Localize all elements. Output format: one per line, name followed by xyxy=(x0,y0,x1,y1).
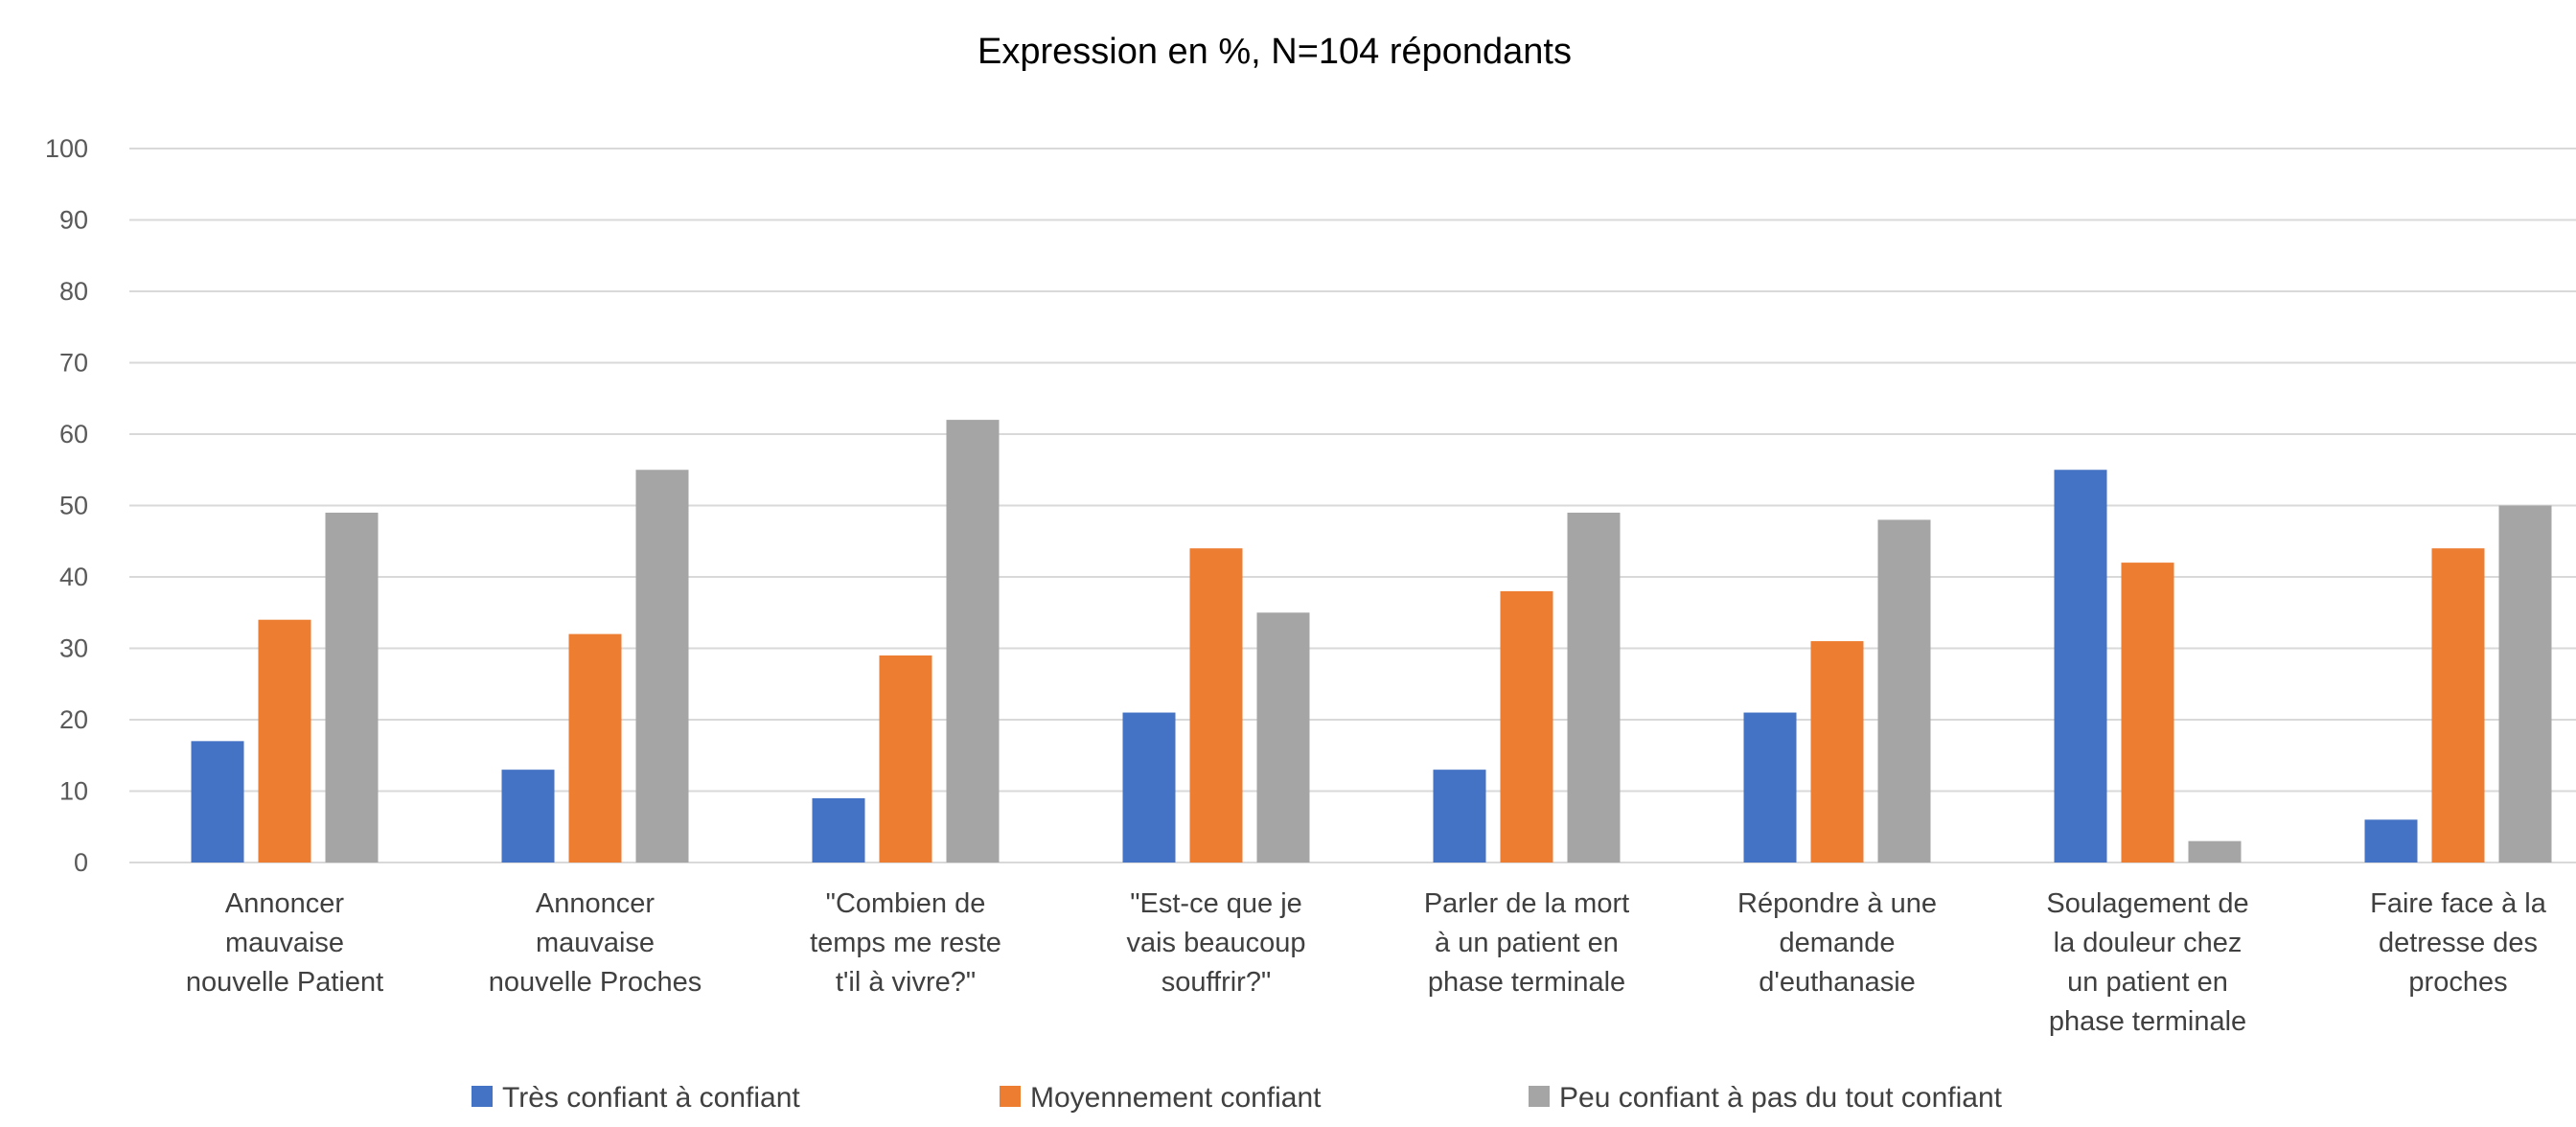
category-label: "Est-ce que je vais beaucoup souffrir?" xyxy=(1126,888,1305,998)
bar xyxy=(879,655,932,862)
category-label-line: demande xyxy=(1780,928,1896,958)
y-axis-ticks: 0 10 20 30 40 50 60 70 80 90 100 xyxy=(45,134,88,877)
bar xyxy=(1189,548,1243,862)
bar xyxy=(2431,548,2485,862)
category-label-line: proches xyxy=(2408,967,2507,998)
category-label-line: t'il à vivre?" xyxy=(836,967,976,998)
category-label: Annoncer mauvaise nouvelle Patient xyxy=(186,888,383,998)
category-label-line: Faire face à la xyxy=(2370,888,2547,919)
y-tick-label: 60 xyxy=(59,420,88,448)
bar xyxy=(1810,641,1864,862)
bar xyxy=(2498,505,2552,862)
legend-label: Moyennement confiant xyxy=(1030,1082,1322,1114)
category-label-line: nouvelle Proches xyxy=(489,967,702,998)
bar xyxy=(2364,819,2418,862)
category-label-line: phase terminale xyxy=(2049,1006,2246,1037)
bar xyxy=(1743,712,1797,862)
y-tick-label: 0 xyxy=(74,848,88,877)
category-labels: Annoncer mauvaise nouvelle PatientAnnoncer… xyxy=(186,888,2547,1037)
bar xyxy=(1122,712,1176,862)
legend: Très confiant à confiant Moyennement conf… xyxy=(472,1082,2003,1114)
category-label: Faire face à la detresse des proches xyxy=(2370,888,2547,998)
category-label-line: mauvaise xyxy=(536,928,655,958)
bar xyxy=(946,420,1000,862)
legend-label: Peu confiant à pas du tout confiant xyxy=(1559,1082,2003,1114)
bar xyxy=(1877,519,1931,862)
bar xyxy=(2121,563,2174,862)
category-label-line: vais beaucoup xyxy=(1126,928,1305,958)
y-tick-label: 10 xyxy=(59,777,88,806)
bar xyxy=(1567,512,1621,862)
bar xyxy=(1433,770,1486,862)
bar xyxy=(325,512,379,862)
category-label: Annoncer mauvaise nouvelle Proches xyxy=(489,888,702,998)
category-label-line: mauvaise xyxy=(225,928,344,958)
bar xyxy=(568,633,622,862)
y-tick-label: 90 xyxy=(59,206,88,235)
bar xyxy=(191,741,244,862)
bars xyxy=(191,420,2552,862)
category-label-line: "Combien de xyxy=(826,888,986,919)
bar xyxy=(2188,840,2242,862)
bar xyxy=(501,770,555,862)
bar xyxy=(2054,470,2107,862)
y-tick-label: 30 xyxy=(59,634,88,663)
bar xyxy=(635,470,689,862)
category-label-line: souffrir?" xyxy=(1162,967,1272,998)
legend-swatch xyxy=(1529,1086,1550,1107)
category-label-line: temps me reste xyxy=(810,928,1001,958)
category-label-line: à un patient en xyxy=(1435,928,1619,958)
y-tick-label: 100 xyxy=(45,134,88,163)
legend-swatch xyxy=(472,1086,493,1107)
bar xyxy=(1256,612,1310,862)
gridlines xyxy=(129,148,2576,863)
y-tick-label: 70 xyxy=(59,349,88,378)
category-label-line: nouvelle Patient xyxy=(186,967,383,998)
y-tick-label: 80 xyxy=(59,277,88,306)
category-label: Répondre à une demande d'euthanasie xyxy=(1737,888,1937,998)
category-label: Soulagement de la douleur chez un patient … xyxy=(2046,888,2248,1037)
category-label-line: detresse des xyxy=(2379,928,2538,958)
category-label: Parler de la mort à un patient en phase te… xyxy=(1424,888,1629,998)
category-label-line: Annoncer xyxy=(225,888,344,919)
category-label-line: la douleur chez xyxy=(2054,928,2242,958)
category-label-line: Répondre à une xyxy=(1737,888,1937,919)
category-label-line: "Est-ce que je xyxy=(1130,888,1302,919)
y-tick-label: 40 xyxy=(59,563,88,591)
category-label-line: un patient en xyxy=(2067,967,2228,998)
legend-label: Très confiant à confiant xyxy=(502,1082,800,1114)
bar xyxy=(812,797,865,862)
category-label-line: Soulagement de xyxy=(2046,888,2248,919)
category-label-line: Annoncer xyxy=(536,888,655,919)
y-tick-label: 50 xyxy=(59,492,88,520)
legend-swatch xyxy=(1000,1086,1021,1107)
bar xyxy=(1500,590,1553,862)
category-label-line: phase terminale xyxy=(1428,967,1625,998)
category-label-line: Parler de la mort xyxy=(1424,888,1629,919)
chart-title: Expression en %, N=104 répondants xyxy=(978,32,1572,72)
bar xyxy=(258,619,311,862)
category-label-line: d'euthanasie xyxy=(1759,967,1916,998)
category-label: "Combien de temps me reste t'il à vivre?" xyxy=(810,888,1001,998)
y-tick-label: 20 xyxy=(59,705,88,734)
